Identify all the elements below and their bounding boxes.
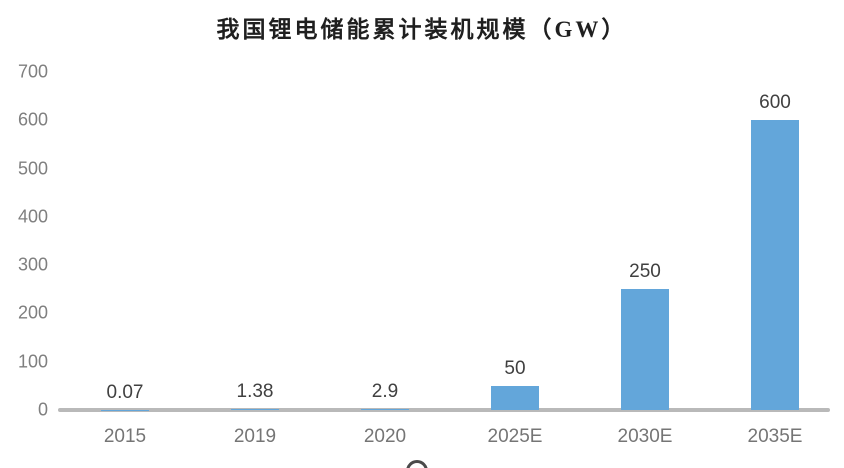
y-tick-label: 300 <box>17 254 48 275</box>
x-tick-label-2020: 2020 <box>363 426 407 447</box>
x-tick-label-2015: 2015 <box>103 426 147 447</box>
x-tick-label-2035E: 2035E <box>747 426 803 447</box>
x-tick-label-2030E: 2030E <box>617 426 673 447</box>
value-label-2020: 2.9 <box>371 380 399 402</box>
bar-2019 <box>231 408 279 410</box>
value-label-2025E: 50 <box>504 357 526 379</box>
value-label-2019: 1.38 <box>236 380 274 402</box>
y-tick-label: 0 <box>37 399 48 420</box>
y-tick-label: 100 <box>17 351 48 372</box>
value-label-2015: 0.07 <box>106 381 144 403</box>
y-tick-label: 700 <box>17 61 48 82</box>
x-tick-label-2019: 2019 <box>233 426 277 447</box>
x-axis-line <box>58 408 830 412</box>
x-tick-label-2025E: 2025E <box>487 426 543 447</box>
y-tick-label: 500 <box>17 158 48 179</box>
y-tick-label: 200 <box>17 302 48 323</box>
value-label-2035E: 600 <box>759 92 791 114</box>
bar-2030E <box>621 289 669 410</box>
y-tick-label: 400 <box>17 206 48 227</box>
bar-2035E <box>751 120 799 410</box>
chart-title: 我国锂电储能累计装机规模（GW） <box>216 17 628 42</box>
value-label-2030E: 250 <box>629 261 661 283</box>
y-tick-label: 600 <box>17 109 48 130</box>
bar-2025E <box>491 385 539 410</box>
bar-2020 <box>361 408 409 410</box>
